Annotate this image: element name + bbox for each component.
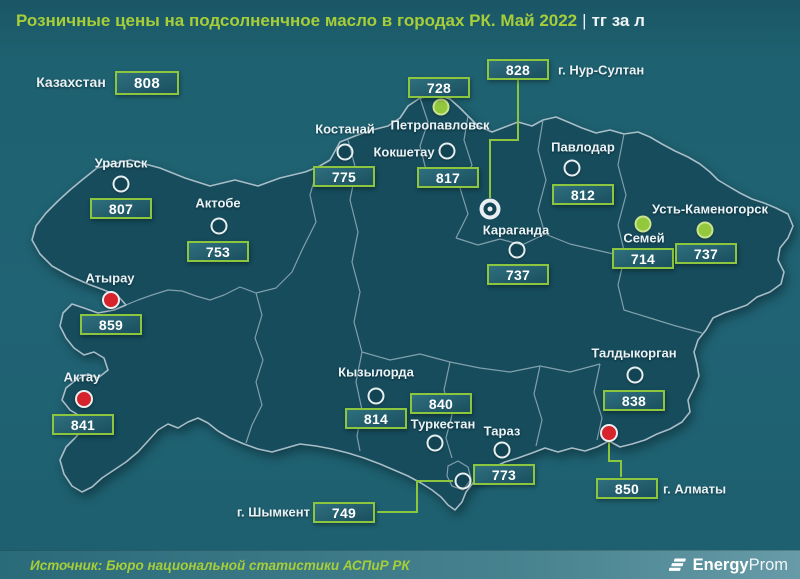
city-label-pavlodar: Павлодар [551, 139, 615, 155]
price-badge-atyrau: 859 [80, 314, 142, 335]
city-marker-turkestan [426, 434, 444, 452]
price-badge-kyzylorda: 814 [345, 408, 407, 429]
city-marker-karaganda [508, 241, 526, 259]
city-marker-kokshetau [438, 142, 456, 160]
city-label-taraz: Тараз [483, 423, 521, 439]
city-label-aktobe: Актобе [195, 195, 241, 211]
title-text: Розничные цены на подсолненчное масло в … [16, 11, 578, 30]
city-marker-aktobe [210, 217, 228, 235]
city-label-nur_sultan: г. Нур-Султан [558, 62, 645, 78]
energyprom-icon [668, 557, 686, 571]
brand-energy: Energy [692, 555, 749, 574]
city-marker-aktau [75, 390, 93, 408]
connector-line [377, 480, 453, 513]
price-badge-uralsk: 807 [90, 198, 152, 219]
city-label-taldykorgan: Талдыкорган [591, 345, 677, 361]
footer-bar: Источник: Бюро национальной статистики А… [0, 550, 800, 579]
connector-line [489, 80, 519, 198]
city-marker-taraz [493, 441, 511, 459]
price-badge-semey: 714 [612, 248, 674, 269]
brand-text: EnergyProm [693, 556, 788, 575]
city-marker-uralsk [112, 175, 130, 193]
city-marker-atyrau [102, 291, 120, 309]
city-label-kostanay: Костанай [315, 121, 375, 137]
city-marker-shymkent [454, 472, 472, 490]
city-label-shymkent: г. Шымкент [236, 504, 310, 520]
price-badge-kostanay: 775 [313, 166, 375, 187]
price-badge-taldykorgan: 838 [603, 390, 665, 411]
price-badge-aktobe: 753 [187, 241, 249, 262]
city-label-almaty: г. Алматы [663, 481, 727, 497]
city-marker-semey [634, 215, 652, 233]
national-label: Казахстан [36, 74, 106, 90]
price-badge-almaty: 850 [596, 478, 658, 499]
city-label-semey: Семей [623, 230, 665, 246]
city-label-atyrau: Атырау [85, 270, 135, 286]
city-marker-petropavlovsk [432, 98, 450, 116]
city-label-aktau: Актау [63, 369, 101, 385]
capital-center-dot [487, 206, 493, 212]
city-marker-kostanay [336, 143, 354, 161]
source-note: Источник: Бюро национальной статистики А… [30, 557, 410, 573]
price-badge-ust_kamenogorsk: 737 [675, 243, 737, 264]
price-badge-aktau: 841 [52, 414, 114, 435]
city-marker-nur_sultan [479, 198, 501, 220]
connector-line [608, 442, 622, 477]
price-badge-pavlodar: 812 [552, 184, 614, 205]
city-marker-pavlodar [563, 159, 581, 177]
national-value-badge: 808 [115, 71, 179, 95]
city-marker-almaty [600, 424, 618, 442]
price-badge-petropavlovsk: 728 [408, 77, 470, 98]
city-label-uralsk: Уральск [94, 155, 148, 171]
title-unit: тг за л [591, 11, 645, 30]
city-label-karaganda: Караганда [482, 222, 550, 238]
energyprom-logo: EnergyProm [668, 556, 788, 575]
city-marker-ust_kamenogorsk [696, 221, 714, 239]
price-badge-karaganda: 737 [487, 264, 549, 285]
price-badge-turkestan: 840 [410, 393, 472, 414]
city-label-turkestan: Туркестан [410, 416, 476, 432]
city-label-petropavlovsk: Петропавловск [390, 117, 490, 133]
city-label-kokshetau: Кокшетау [373, 144, 435, 160]
price-badge-kokshetau: 817 [417, 167, 479, 188]
title-separator: | [582, 11, 587, 30]
city-marker-taldykorgan [626, 366, 644, 384]
city-marker-kyzylorda [367, 387, 385, 405]
price-badge-shymkent: 749 [313, 502, 375, 523]
city-label-ust_kamenogorsk: Усть-Каменогорск [651, 201, 769, 217]
city-label-kyzylorda: Кызылорда [338, 364, 414, 380]
price-badge-nur_sultan: 828 [487, 59, 549, 80]
chart-title: Розничные цены на подсолненчное масло в … [16, 11, 645, 31]
price-badge-taraz: 773 [473, 464, 535, 485]
brand-prom: Prom [748, 555, 788, 574]
